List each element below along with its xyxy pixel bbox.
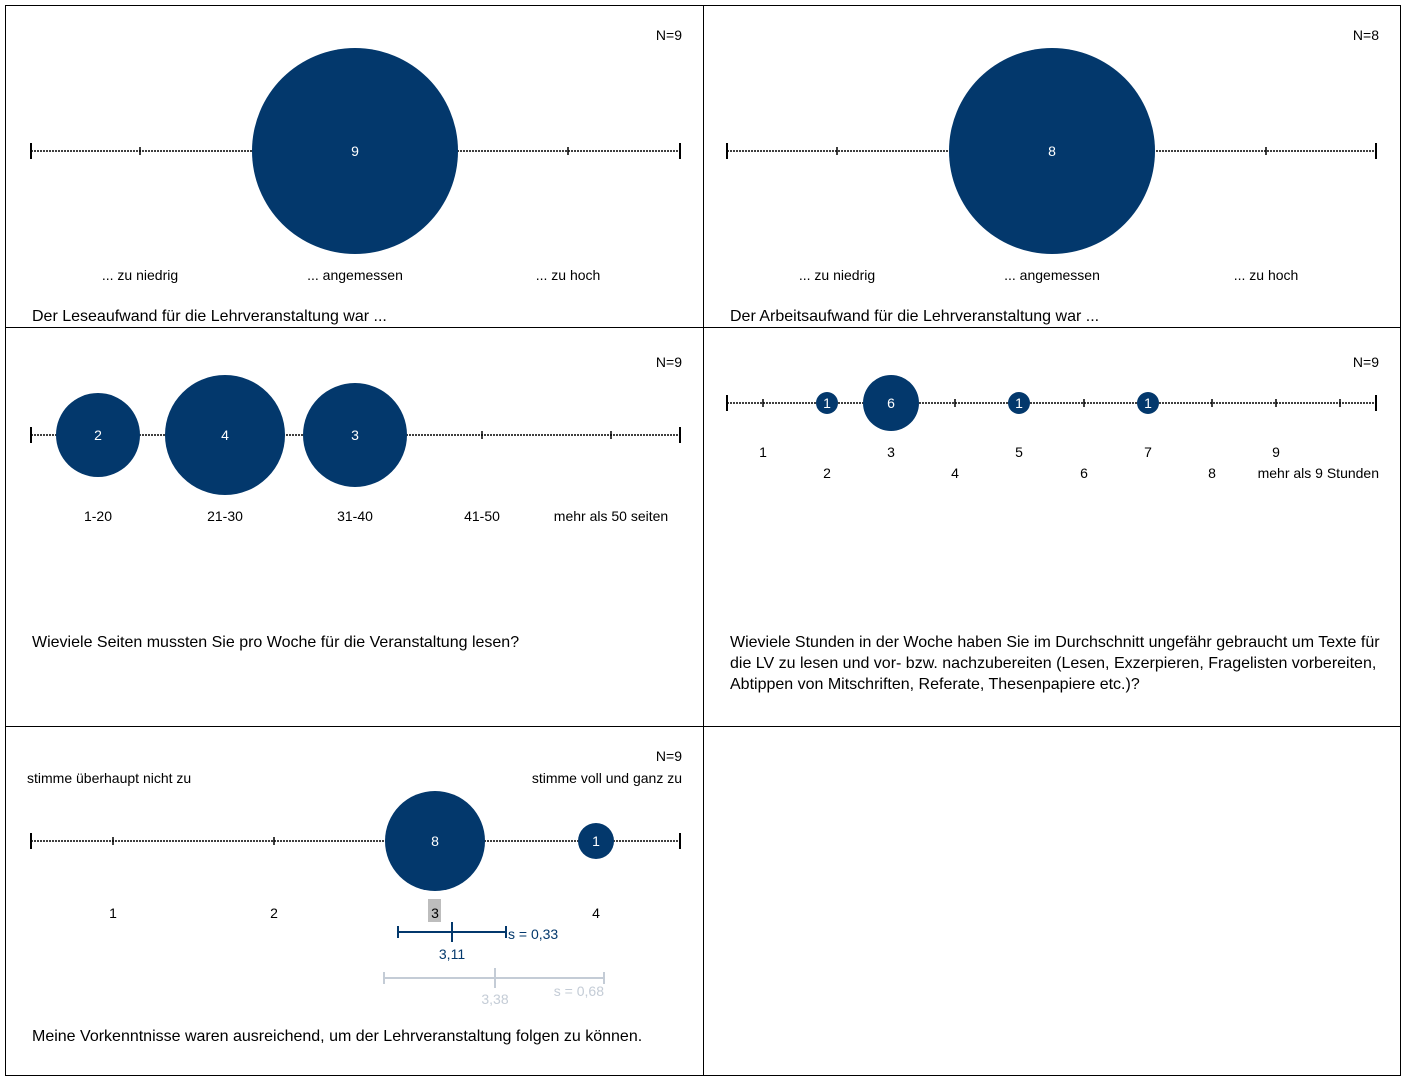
panel-vorkenntnisse: N=9 stimme überhaupt nicht zu stimme vol… (5, 726, 704, 1076)
bubble-4 (578, 823, 614, 859)
tick-label: 2 (270, 905, 278, 921)
tick-label: 1 (759, 444, 767, 460)
chart-stunden: 1 6 1 1 N=9 1 2 3 4 5 6 7 8 9 mehr als 9… (726, 354, 1379, 481)
tick-label: 2 (823, 465, 831, 481)
chart-arbeitsaufwand: 8 N=8 ... zu niedrig ... angemessen ... … (726, 27, 1379, 283)
tick-label: 31-40 (337, 508, 373, 524)
n-label: N=8 (1353, 27, 1379, 43)
n-label: N=9 (1353, 354, 1379, 370)
bubble-value: 1 (1144, 395, 1152, 411)
bubble-value: 4 (221, 427, 229, 443)
panel-leseaufwand: 9 N=9 ... zu niedrig ... angemessen ... … (5, 5, 704, 328)
tick-label: 21-30 (207, 508, 243, 524)
right-pole-label: stimme voll und ganz zu (532, 770, 682, 786)
panel-arbeitsaufwand: 8 N=8 ... zu niedrig ... angemessen ... … (703, 5, 1401, 328)
tick-label-zu-niedrig: ... zu niedrig (102, 267, 178, 283)
tick-label: 1 (109, 905, 117, 921)
mean-bar (397, 922, 507, 942)
bubble-7 (1137, 392, 1159, 414)
comparison-bar (383, 968, 605, 988)
question-text: Wieviele Stunden in der Woche haben Sie … (730, 634, 1380, 693)
comparison-label: 3,38 (481, 991, 508, 1007)
tick-label: 5 (1015, 444, 1023, 460)
n-label: N=9 (656, 27, 682, 43)
tick-label-zu-niedrig: ... zu niedrig (799, 267, 875, 283)
tick-label: 9 (1272, 444, 1280, 460)
tick-label-zu-hoch: ... zu hoch (1234, 267, 1299, 283)
tick-label-angemessen: ... angemessen (307, 267, 403, 283)
bubble-value: 1 (823, 395, 831, 411)
tick-label: 1-20 (84, 508, 112, 524)
bubble-angemessen (949, 48, 1155, 254)
tick-label: 3 (431, 905, 439, 921)
panel-seiten: 2 4 3 N=9 1-20 21-30 31-40 41-50 mehr al… (5, 327, 704, 727)
bubble-value: 3 (351, 427, 359, 443)
bubble-value: 8 (431, 833, 439, 849)
tick-label: 7 (1144, 444, 1152, 460)
bubble-1-20 (56, 393, 140, 477)
bubble-value: 1 (1015, 395, 1023, 411)
tick-label-zu-hoch: ... zu hoch (536, 267, 601, 283)
question-text: Wieviele Seiten mussten Sie pro Woche fü… (32, 634, 520, 651)
question-text: Der Arbeitsaufwand für die Lehrveranstal… (730, 308, 1100, 325)
left-pole-label: stimme überhaupt nicht zu (27, 770, 191, 786)
tick-label: 3 (887, 444, 895, 460)
tick-label: 41-50 (464, 508, 500, 524)
tick-label-angemessen: ... angemessen (1004, 267, 1100, 283)
bubble-value: 9 (351, 143, 359, 159)
tick-label: mehr als 9 Stunden (1258, 465, 1379, 481)
panel-stunden: 1 6 1 1 N=9 1 2 3 4 5 6 7 8 9 mehr als 9… (703, 327, 1401, 727)
median-highlight (428, 899, 441, 922)
tick-label: 6 (1080, 465, 1088, 481)
chart-leseaufwand: 9 N=9 ... zu niedrig ... angemessen ... … (30, 27, 682, 283)
bubble-3 (863, 375, 919, 431)
question-text: Der Leseaufwand für die Lehrveranstaltun… (32, 308, 387, 325)
panel-empty (703, 726, 1401, 1076)
mean-s-label: s = 0,33 (508, 926, 558, 942)
bubble-21-30 (165, 375, 285, 495)
chart-vorkenntnisse: N=9 stimme überhaupt nicht zu stimme vol… (27, 748, 682, 1007)
n-label: N=9 (656, 748, 682, 764)
tick-label: mehr als 50 seiten (554, 508, 668, 524)
bubble-value: 2 (94, 427, 102, 443)
bubble-5 (1008, 392, 1030, 414)
n-label: N=9 (656, 354, 682, 370)
mean-label: 3,11 (439, 946, 465, 962)
bubble-31-40 (303, 383, 407, 487)
bubble-value: 8 (1048, 143, 1056, 159)
comparison-s-label: s = 0,68 (554, 983, 604, 999)
bubble-2 (816, 392, 838, 414)
bubble-value: 6 (887, 395, 895, 411)
bubble-3 (385, 791, 485, 891)
question-text: Meine Vorkenntnisse waren ausreichend, u… (32, 1028, 643, 1045)
tick-label: 8 (1208, 465, 1216, 481)
bubble-value: 1 (592, 833, 600, 849)
tick-label: 4 (951, 465, 959, 481)
bubble-angemessen (252, 48, 458, 254)
chart-seiten: 2 4 3 N=9 1-20 21-30 31-40 41-50 mehr al… (30, 354, 682, 524)
tick-label: 4 (592, 905, 600, 921)
